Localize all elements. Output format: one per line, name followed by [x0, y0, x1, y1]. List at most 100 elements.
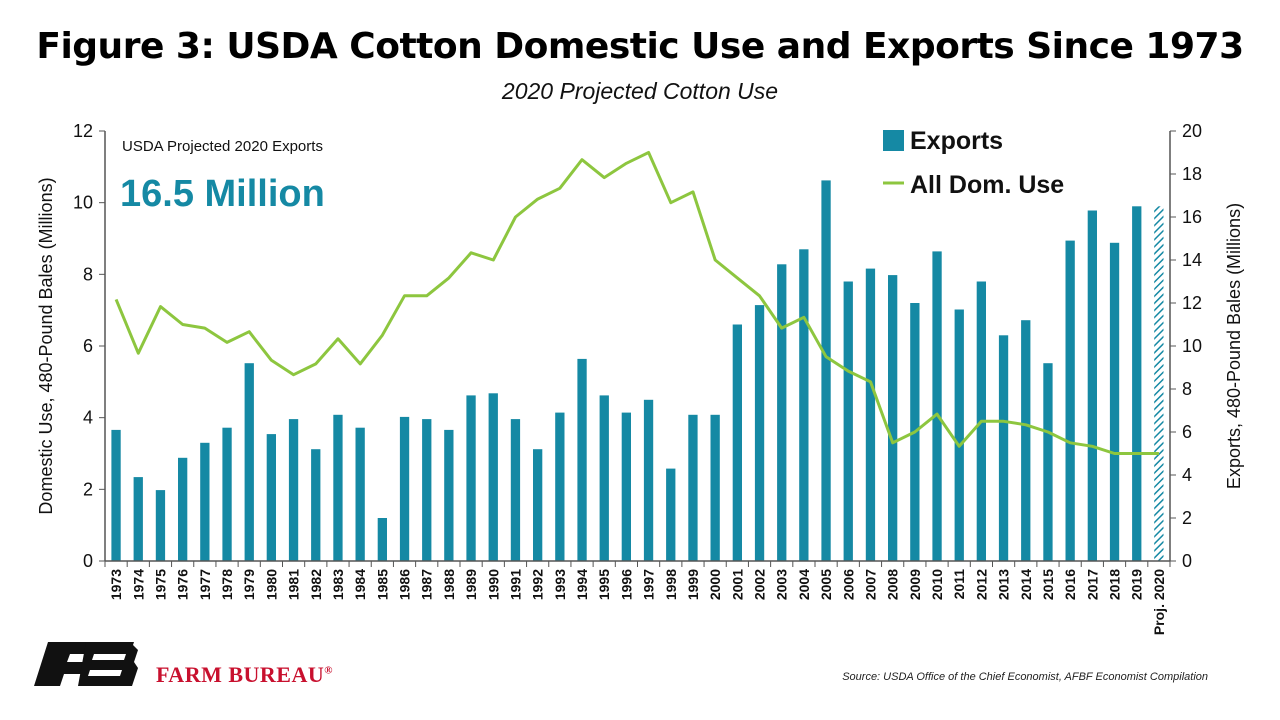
farm-bureau-wordmark: FARM BUREAU®	[156, 662, 333, 688]
export-bar	[333, 414, 343, 561]
x-tick-label: 1993	[552, 569, 568, 600]
export-bar	[222, 427, 232, 561]
export-bar	[777, 264, 787, 561]
export-bar	[932, 251, 942, 561]
export-bar	[1132, 206, 1142, 562]
export-bar	[155, 490, 166, 561]
x-tick-label: 2004	[796, 569, 812, 600]
left-tick-labels: 0 2 4 6 8 10 12	[73, 121, 93, 571]
right-tick-labels: 0 2 4 6 8 10 12 14 16 18 20	[1182, 121, 1202, 571]
export-bar	[888, 275, 898, 561]
x-tick-label: 1992	[530, 569, 546, 600]
export-bar	[843, 281, 853, 561]
x-tick-label: 1984	[352, 569, 368, 600]
x-tick-label: 1995	[596, 569, 612, 600]
source-note: Source: USDA Office of the Chief Economi…	[842, 671, 1208, 683]
export-bar	[821, 180, 831, 561]
export-bar	[688, 414, 698, 561]
x-tick-label: 2013	[996, 569, 1012, 600]
right-tick-label: 14	[1182, 250, 1202, 270]
export-bar	[399, 416, 410, 561]
x-tick-label: 1998	[663, 569, 679, 600]
brand-registered-mark: ®	[324, 664, 333, 677]
export-bar	[377, 518, 387, 561]
export-bar	[954, 309, 964, 561]
right-tick-label: 2	[1182, 508, 1192, 528]
export-bar	[355, 427, 365, 561]
x-tick-label: 2009	[907, 569, 923, 600]
export-bar	[466, 395, 476, 561]
x-tick-label: 2014	[1018, 569, 1034, 600]
x-tick-label: 1980	[263, 569, 279, 600]
export-bar	[1043, 363, 1053, 561]
x-tick-label: 1990	[485, 569, 501, 600]
export-bar	[178, 457, 188, 561]
left-tick-label: 6	[83, 336, 93, 356]
x-tick-label: 2018	[1107, 569, 1123, 600]
axes	[99, 130, 1176, 567]
x-tick-label: 2010	[929, 569, 945, 600]
export-bar	[998, 335, 1009, 562]
left-axis-label: Domestic Use, 480-Pound Bales (Millions)	[36, 177, 56, 514]
export-bar-projected	[1154, 206, 1164, 562]
x-tick-label: 1978	[219, 569, 235, 600]
left-tick-label: 0	[83, 551, 93, 571]
x-tick-label: 1973	[108, 569, 124, 600]
x-tick-label: 1997	[641, 569, 657, 600]
export-bar	[1065, 240, 1075, 561]
right-tick-label: 0	[1182, 551, 1192, 571]
x-tick-label: 2007	[863, 569, 879, 600]
annotation-value: 16.5 Million	[120, 173, 325, 215]
export-bar	[754, 305, 765, 561]
export-bar	[1021, 320, 1031, 561]
legend-exports-swatch	[883, 130, 904, 151]
legend: Exports All Dom. Use	[883, 127, 1064, 199]
x-tick-labels: 1973 1974 1975 1976 1977 1978 1979 1980 1981 1982…	[108, 569, 1167, 635]
export-bar	[666, 468, 676, 561]
brand-name: FARM BUREAU	[156, 662, 325, 687]
right-tick-label: 20	[1182, 121, 1202, 141]
export-bar	[1087, 210, 1097, 561]
x-tick-label: 2006	[840, 569, 856, 600]
export-bar	[710, 414, 720, 561]
right-tick-label: 8	[1182, 379, 1192, 399]
left-tick-label: 2	[83, 479, 93, 499]
export-bar	[422, 419, 432, 561]
x-tick-label: 1985	[374, 569, 390, 600]
x-tick-label: 1981	[286, 569, 302, 600]
x-tick-label: 1996	[618, 569, 634, 600]
left-tick-label: 4	[83, 408, 93, 428]
right-tick-label: 18	[1182, 164, 1202, 184]
x-tick-label: 1986	[397, 569, 413, 600]
x-tick-label: 1975	[153, 569, 169, 600]
x-tick-label: 1994	[574, 569, 590, 600]
right-tick-label: 12	[1182, 293, 1202, 313]
x-tick-label: 1976	[175, 569, 191, 600]
right-tick-label: 16	[1182, 207, 1202, 227]
left-tick-label: 8	[83, 264, 93, 284]
farm-bureau-logo	[34, 642, 138, 686]
x-tick-label: 2003	[774, 569, 790, 600]
x-tick-label: 2011	[951, 569, 967, 600]
x-tick-label: 1988	[441, 569, 457, 600]
export-bar	[865, 268, 876, 561]
x-tick-label: 1979	[241, 569, 257, 600]
export-bar	[643, 399, 654, 562]
x-tick-label: 1991	[508, 569, 524, 600]
x-tick-label: 1987	[419, 569, 435, 600]
annotation-label: USDA Projected 2020 Exports	[122, 138, 323, 155]
export-bar	[266, 434, 276, 561]
x-tick-label: 1982	[308, 569, 324, 600]
x-tick-label: 1974	[130, 569, 146, 600]
export-bar	[621, 412, 631, 561]
export-bar	[288, 419, 299, 561]
x-tick-label: 1977	[197, 569, 213, 600]
chart-title: Figure 3: USDA Cotton Domestic Use and E…	[36, 26, 1244, 67]
x-tick-label: 1983	[330, 569, 346, 600]
x-tick-label: 1999	[685, 569, 701, 600]
x-tick-label: 2016	[1062, 569, 1078, 600]
legend-domestic-label: All Dom. Use	[910, 171, 1064, 199]
right-tick-label: 10	[1182, 336, 1202, 356]
export-bar	[1109, 242, 1120, 562]
